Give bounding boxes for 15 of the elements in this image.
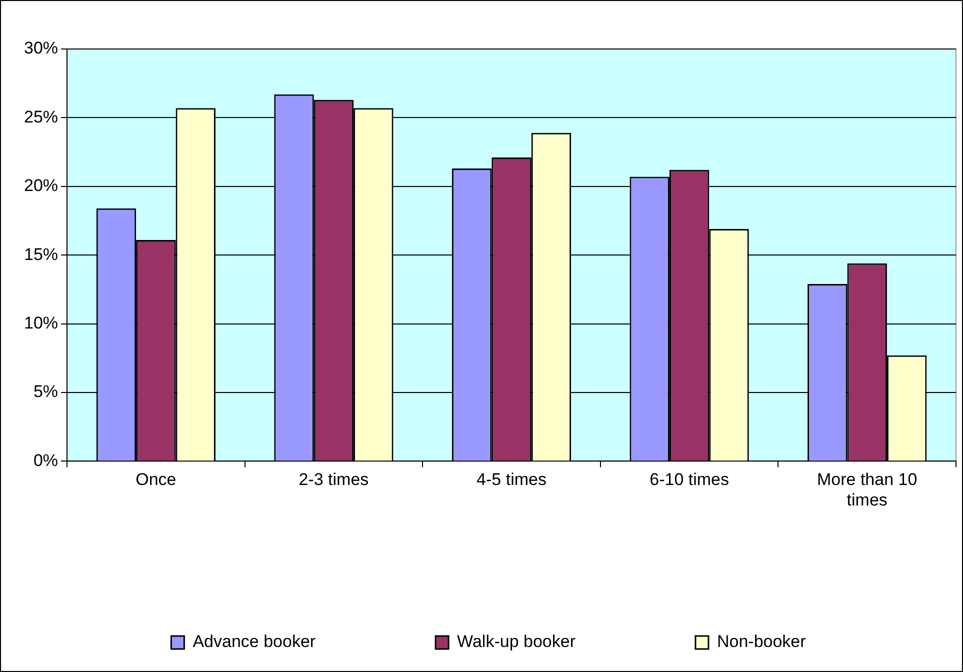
legend-label: Walk-up booker — [457, 632, 576, 652]
x-tick-label: More than 10 times — [817, 470, 918, 510]
x-tick-label: 2-3 times — [298, 470, 369, 490]
y-tick-label: 15% — [24, 244, 58, 264]
y-tick-label: 5% — [33, 382, 58, 402]
y-tick-label: 25% — [24, 107, 58, 126]
x-tick-label: Once — [136, 470, 176, 490]
y-tick-label: 30% — [24, 38, 58, 58]
x-tick-label: 4-5 times — [476, 470, 546, 490]
x-tick-label: 6-10 times — [650, 470, 729, 490]
legend-label: Non-booker — [716, 632, 806, 652]
y-tick-label: 0% — [33, 450, 58, 470]
y-tick-label: 10% — [24, 313, 58, 332]
y-tick-label: 20% — [24, 176, 58, 196]
legend-label: Advance booker — [192, 632, 316, 652]
